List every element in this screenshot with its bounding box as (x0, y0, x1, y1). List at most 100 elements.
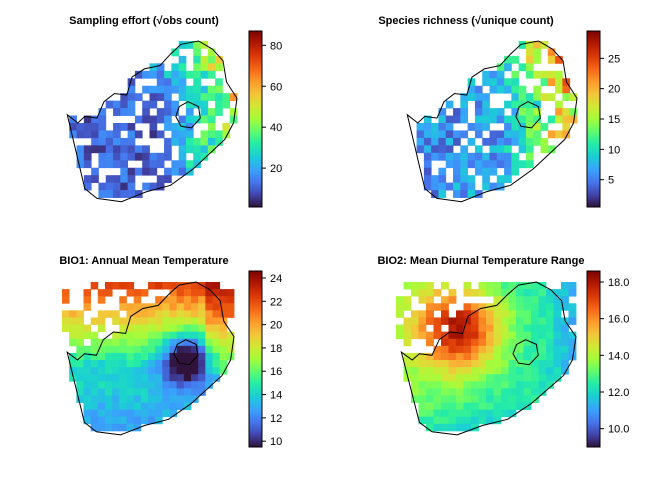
raster-cell (185, 41, 194, 49)
raster-cell (433, 395, 442, 403)
raster-cell (183, 395, 192, 403)
raster-cell (212, 331, 221, 340)
raster-cell (176, 317, 185, 325)
raster-cell (418, 331, 427, 340)
raster-cell (474, 190, 483, 198)
raster-cell (496, 78, 505, 87)
raster-cell (525, 108, 534, 116)
raster-cell (126, 402, 135, 411)
raster-cell (76, 152, 85, 161)
raster-cell (411, 310, 419, 318)
raster-cell (508, 310, 517, 318)
raster-cell (489, 145, 498, 154)
raster-cell (471, 388, 479, 396)
raster-cell (501, 374, 509, 382)
raster-cell (142, 108, 150, 116)
raster-cell (456, 352, 464, 361)
raster-cell (162, 324, 170, 333)
raster-cell (142, 70, 150, 79)
raster-cell (83, 130, 92, 139)
raster-cell (76, 160, 85, 169)
raster-cell (433, 352, 442, 361)
raster-cell (112, 282, 120, 290)
colorbar-tick-label: 10 (608, 144, 620, 156)
raster-cell (478, 352, 487, 361)
raster-cell (448, 331, 457, 340)
raster-cell (83, 352, 92, 361)
raster-cell (569, 108, 578, 116)
raster-cell (105, 310, 113, 318)
raster-cell (162, 317, 170, 325)
raster-cell (140, 381, 149, 389)
raster-cell (433, 416, 442, 425)
raster-cell (148, 360, 156, 368)
raster-cell (453, 167, 461, 176)
raster-cell (148, 310, 156, 318)
raster-cell (126, 367, 135, 375)
raster-cell (105, 338, 113, 347)
raster-cell (504, 100, 512, 109)
raster-cell (504, 160, 512, 169)
raster-cell (568, 289, 577, 297)
raster-cell (126, 423, 135, 432)
raster-cell (511, 100, 520, 109)
raster-cell (97, 374, 106, 382)
raster-cell (508, 303, 517, 311)
raster-cell (164, 93, 172, 102)
raster-cell (76, 381, 84, 389)
raster-cell (148, 388, 156, 396)
raster-cell (486, 352, 494, 361)
raster-cell (200, 70, 209, 79)
raster-cell (193, 93, 201, 102)
raster-cell (478, 338, 487, 347)
raster-cell (142, 160, 150, 169)
raster-cell (83, 388, 92, 396)
raster-cell (69, 123, 77, 131)
raster-cell (178, 85, 187, 94)
raster-cell (126, 289, 135, 297)
raster-cell (433, 331, 442, 340)
raster-cell (105, 137, 114, 146)
raster-cell (207, 137, 216, 146)
raster-cell (426, 416, 434, 425)
raster-cell (525, 160, 534, 169)
panel-title: Species richness (√unique count) (378, 15, 554, 27)
raster-cell (149, 182, 158, 191)
raster-cell (207, 108, 216, 116)
raster-cell (493, 374, 502, 382)
raster-cell (169, 331, 178, 340)
raster-cell (533, 100, 541, 109)
raster-cell (460, 130, 469, 139)
raster-cell (162, 331, 170, 340)
raster-cell (185, 123, 194, 131)
lesotho-outline (173, 339, 199, 366)
raster-cell (169, 367, 178, 375)
raster-cell (193, 41, 201, 49)
raster-cell (91, 123, 99, 131)
raster-cell (445, 130, 454, 139)
raster-cell (155, 402, 163, 411)
raster-cell (164, 115, 172, 124)
raster-cell (426, 388, 434, 396)
raster-cell (423, 152, 432, 161)
raster-cell (105, 395, 113, 403)
raster-cell (568, 345, 577, 354)
raster-cell (518, 85, 527, 94)
raster-cell (418, 374, 427, 382)
raster-cell (431, 123, 439, 131)
raster-cell (134, 115, 143, 124)
raster-cell (126, 388, 135, 396)
raster-cell (90, 367, 99, 375)
raster-cell (169, 352, 178, 361)
raster-cell (148, 395, 156, 403)
raster-cell (553, 324, 562, 333)
raster-cell (183, 289, 192, 297)
raster-cell (508, 324, 517, 333)
raster-cell (523, 381, 532, 389)
raster-cell (191, 338, 199, 347)
raster-cell (463, 345, 472, 354)
raster-cell (149, 93, 158, 102)
raster-cell (140, 331, 149, 340)
raster-cell (198, 331, 206, 340)
raster-cell (169, 310, 178, 318)
